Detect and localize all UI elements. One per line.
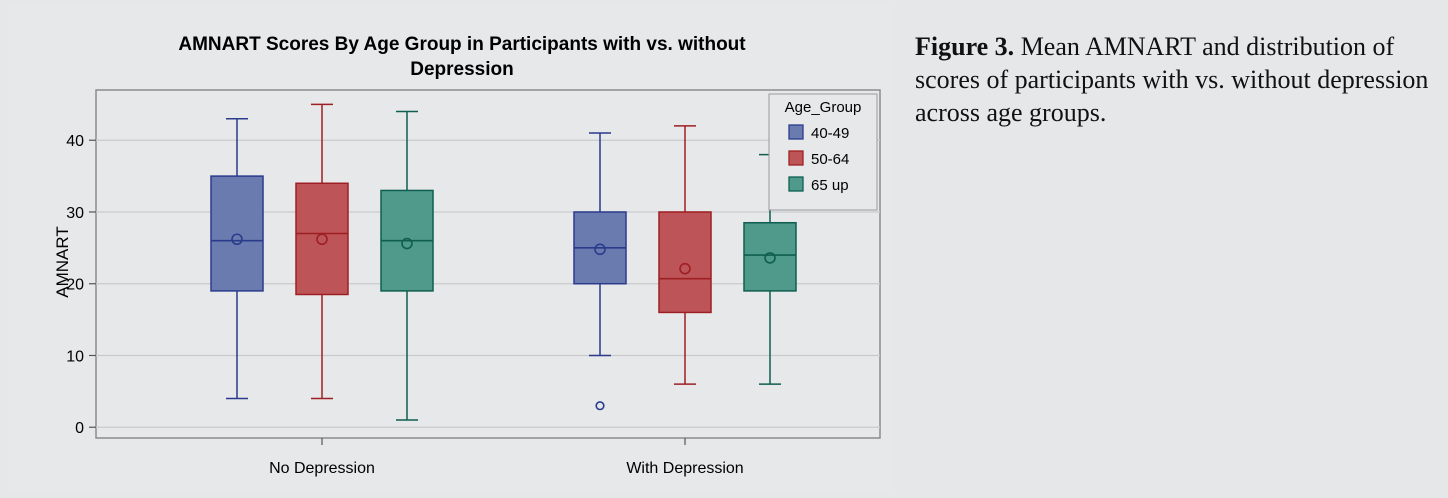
boxplot-chart: AMNART Scores By Age Group in Participan… (53, 34, 881, 477)
legend-entry-label: 50-64 (811, 151, 849, 168)
caption-text: Mean AMNART and distribution of scores o… (915, 32, 1429, 127)
box-iqr (743, 221, 797, 292)
box-mean-marker (316, 233, 328, 246)
x-tick-label: With Depression (626, 460, 743, 477)
y-tick-label: 0 (75, 420, 84, 437)
legend-entry-label: 65 up (811, 177, 849, 194)
box-mean-marker (594, 243, 606, 256)
legend-title: Age_Group (785, 99, 862, 116)
legend-entry-label: 40-49 (811, 125, 849, 142)
outlier-point (595, 401, 605, 411)
y-tick-label: 30 (66, 205, 84, 222)
figure-caption: Figure 3. Mean AMNART and distribution o… (915, 30, 1435, 129)
boxes (210, 103, 797, 421)
y-tick-label: 10 (66, 348, 84, 365)
chart-title-line1: AMNART Scores By Age Group in Participan… (178, 34, 746, 55)
chart-title-line2: Depression (410, 59, 513, 80)
legend: Age_Group 40-49 50-64 65 up (768, 93, 878, 211)
legend-box (768, 93, 878, 211)
y-tick-label: 20 (66, 277, 84, 294)
y-axis-label: AMNART (53, 226, 72, 297)
caption-label: Figure 3. (915, 32, 1015, 61)
x-tick-label: No Depression (269, 460, 375, 477)
box-mean-marker (679, 262, 691, 275)
box-iqr (295, 182, 349, 296)
legend-swatch (788, 150, 804, 166)
axes: 0 10 20 30 40 No Depression With Depression (66, 133, 743, 477)
legend-swatch (788, 124, 804, 140)
box-mean-marker (231, 233, 243, 246)
box-mean-marker (764, 252, 776, 264)
box-iqr (658, 211, 712, 314)
y-tick-label: 40 (66, 133, 84, 150)
box-mean-marker (401, 237, 413, 250)
legend-swatch (788, 176, 804, 192)
